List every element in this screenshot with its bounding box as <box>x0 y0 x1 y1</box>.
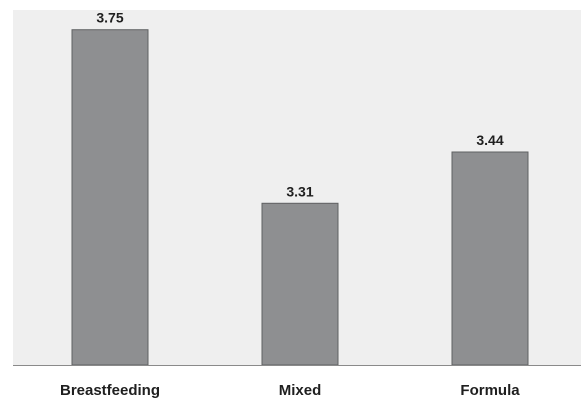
value-labels-group: 3.75 3.31 3.44 <box>96 10 503 200</box>
bars-group <box>71 29 529 366</box>
value-label-formula: 3.44 <box>476 132 503 148</box>
x-tick-label-mixed: Mixed <box>279 382 322 399</box>
bar-formula <box>451 151 529 366</box>
value-label-mixed: 3.31 <box>286 183 313 199</box>
bar-breastfeeding <box>71 29 149 366</box>
value-label-breastfeeding: 3.75 <box>96 10 123 26</box>
x-tick-label-breastfeeding: Breastfeeding <box>60 382 160 399</box>
x-tick-labels-group: Breastfeeding Mixed Formula <box>60 382 520 399</box>
bar-mixed <box>261 202 339 366</box>
x-tick-label-formula: Formula <box>460 382 520 399</box>
